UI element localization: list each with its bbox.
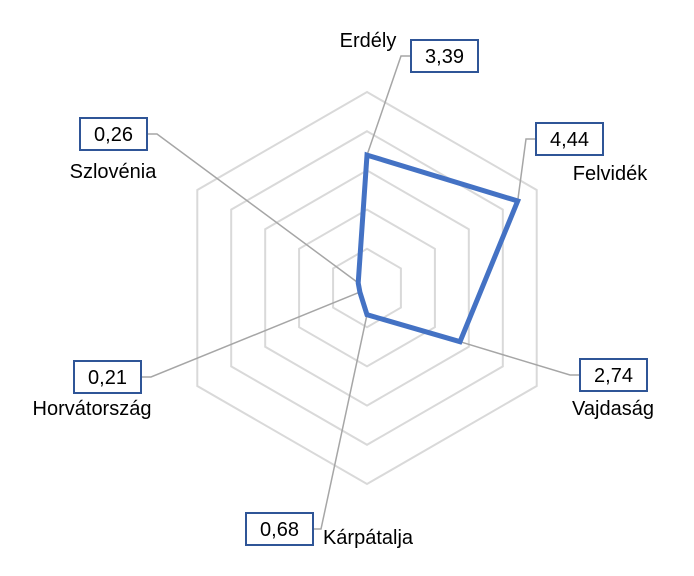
labels: 3,39 Erdély 4,44 Felvidék 2,74 Vajdaság 0,68 Ká… — [33, 30, 654, 549]
data-label-4: 0,21 — [88, 367, 127, 389]
data-label-box-1 — [535, 122, 604, 156]
category-label-0: Erdély — [340, 30, 397, 52]
grid — [196, 90, 538, 486]
data-label-3: 0,68 — [260, 519, 299, 541]
category-label-3: Kárpátalja — [323, 527, 414, 549]
series — [355, 151, 522, 345]
grid-ring — [264, 169, 470, 407]
leader-line-1 — [516, 138, 536, 202]
category-label-5: Szlovénia — [70, 161, 158, 183]
leader-line-5 — [147, 133, 359, 284]
category-label-1: Felvidék — [573, 163, 648, 185]
series-line — [355, 151, 522, 345]
data-label-0: 3,39 — [425, 46, 464, 68]
data-label-box-0 — [410, 39, 479, 73]
category-label-4: Horvátország — [33, 398, 152, 420]
grid-ring — [230, 130, 504, 446]
leader-line-3 — [313, 314, 368, 530]
data-label-1: 4,44 — [550, 129, 589, 151]
data-label-box-5 — [79, 117, 148, 151]
leader-line-0 — [366, 55, 411, 156]
data-label-box-4 — [73, 360, 142, 394]
leader-line-2 — [459, 340, 580, 376]
data-label-5: 0,26 — [94, 124, 133, 146]
leader-lines — [141, 55, 580, 530]
data-label-box-2 — [579, 358, 648, 392]
data-label-2: 2,74 — [594, 365, 633, 387]
leader-line-4 — [141, 291, 361, 378]
grid-ring — [298, 208, 436, 368]
grid-ring — [332, 247, 402, 329]
data-label-box-3 — [245, 512, 314, 546]
category-label-2: Vajdaság — [572, 398, 654, 420]
grid-ring — [196, 90, 538, 486]
